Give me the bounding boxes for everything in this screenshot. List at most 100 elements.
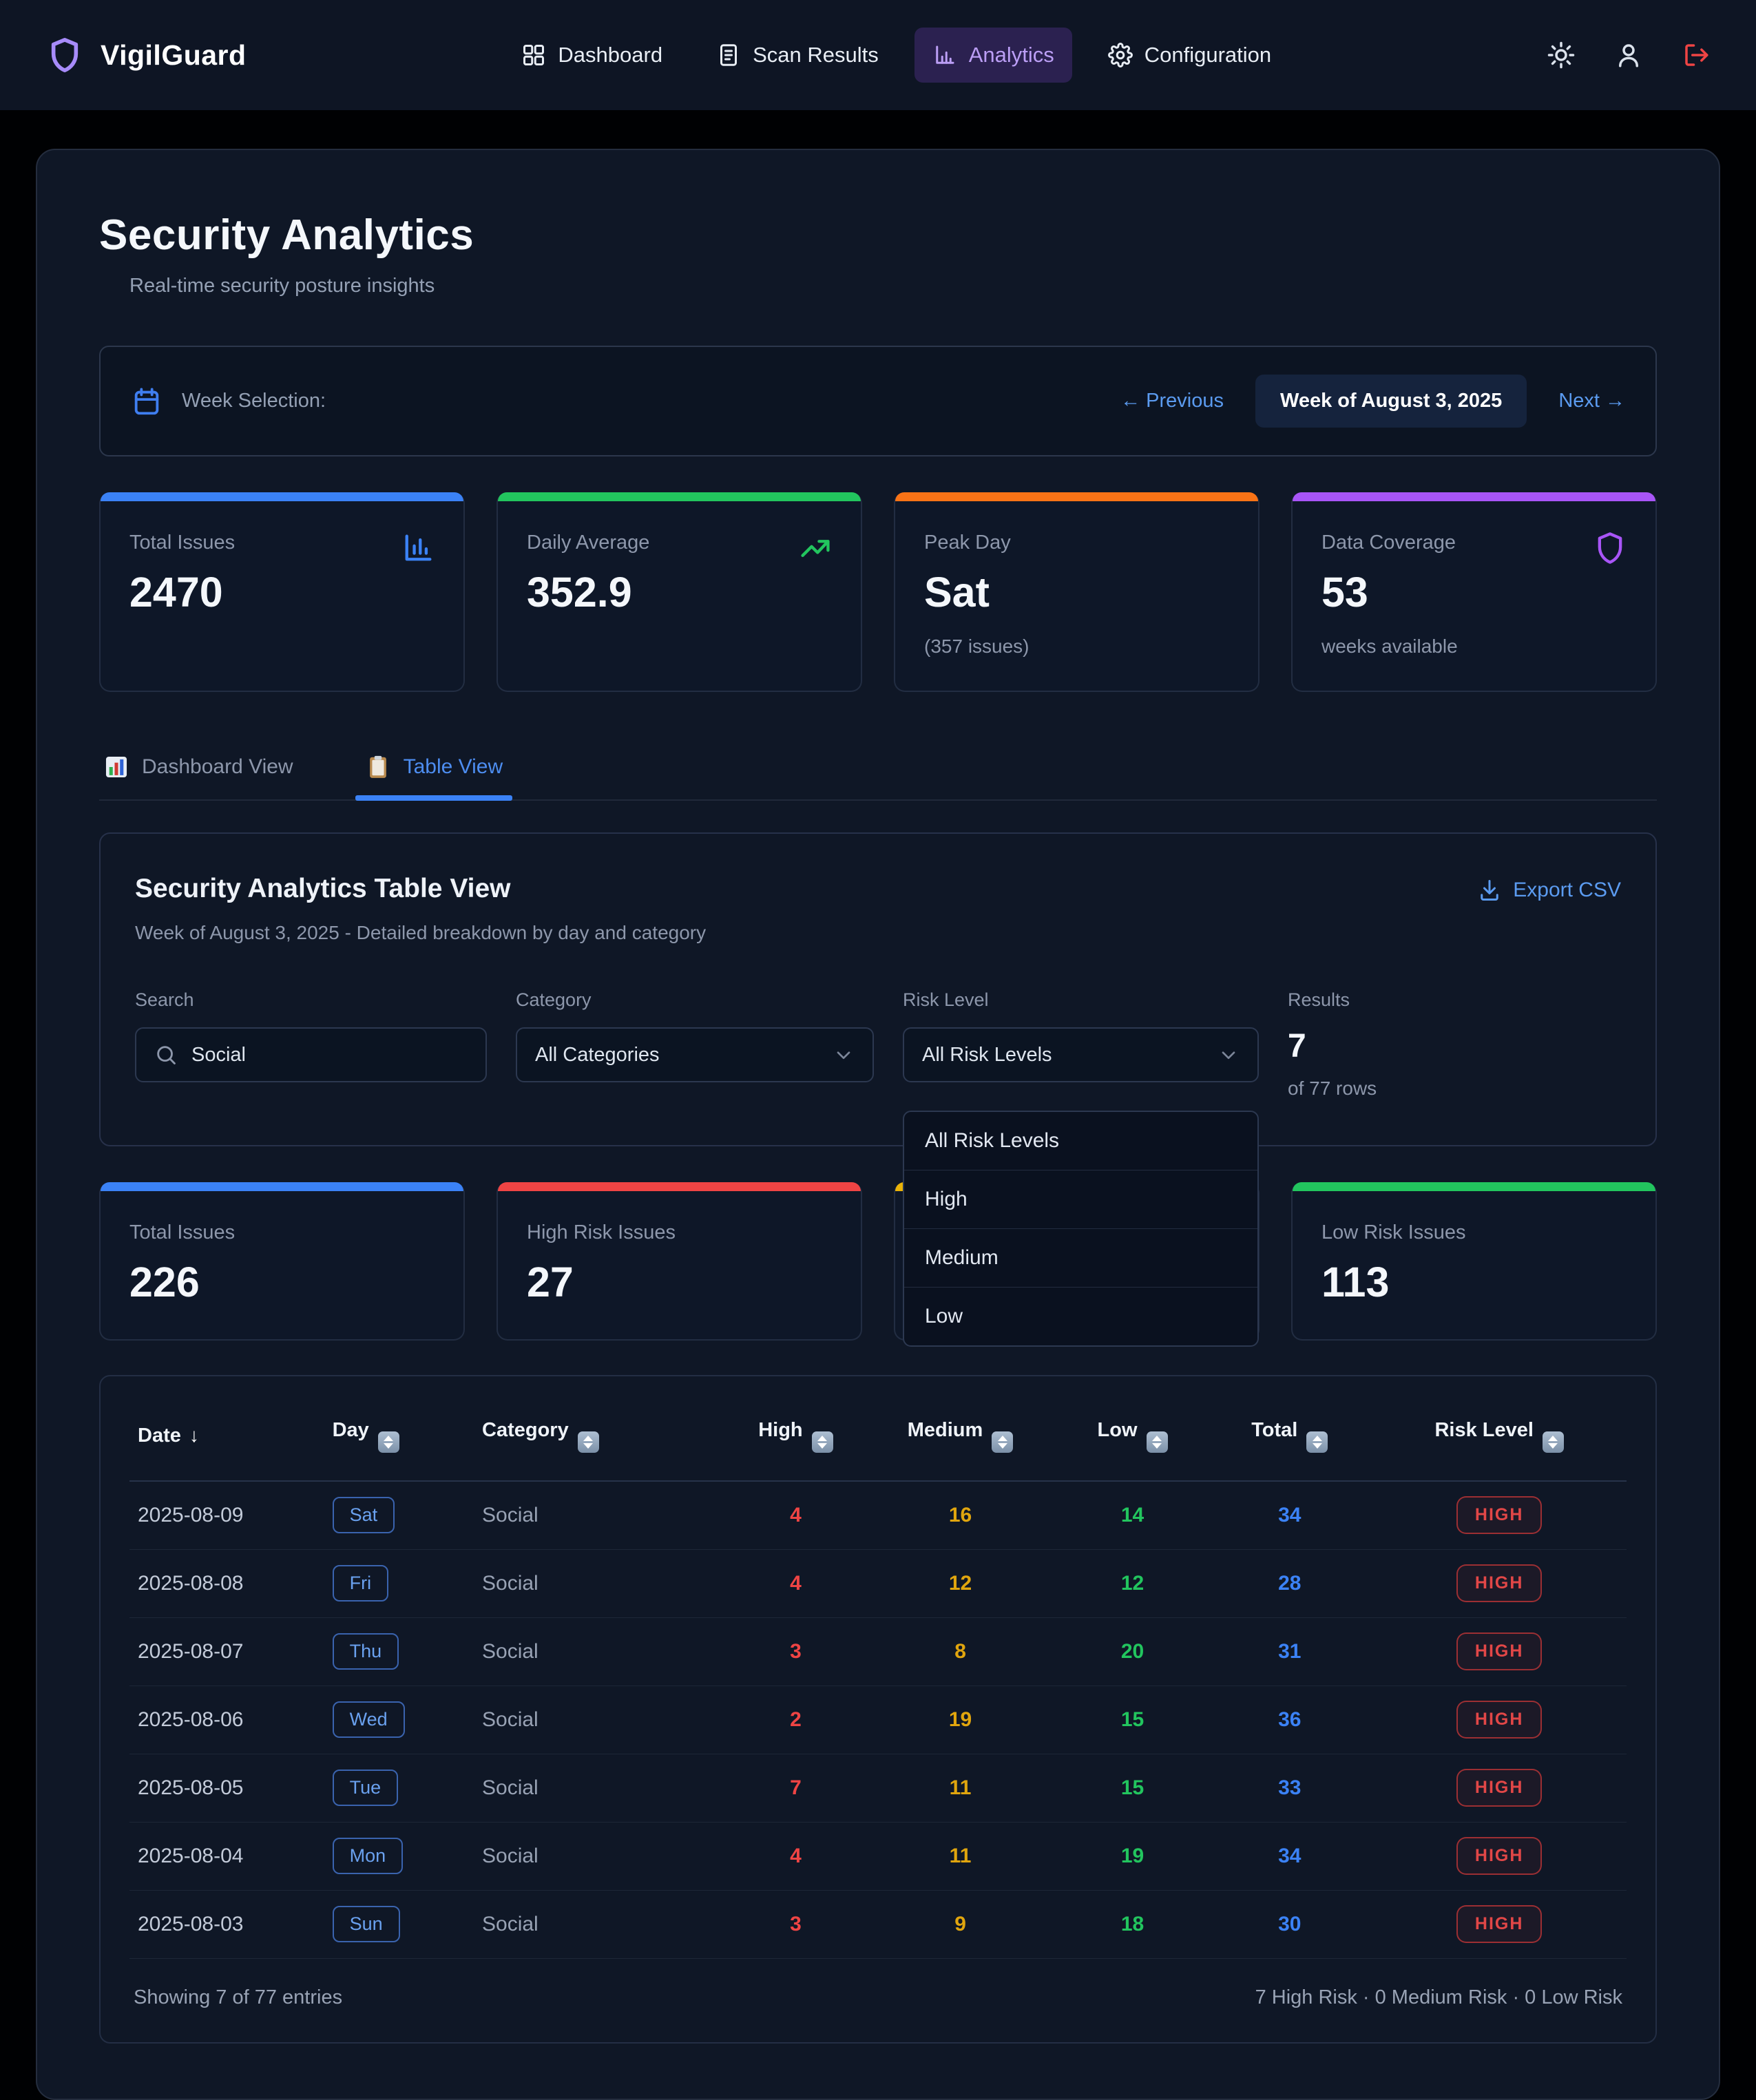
results-summary: Results 7 of 77 rows	[1288, 989, 1621, 1100]
grid-icon	[521, 43, 546, 67]
dropdown-option-low[interactable]: Low	[925, 1305, 963, 1327]
stat-subtext: weeks available	[1321, 636, 1458, 657]
cell-low-count: 20	[1057, 1617, 1208, 1686]
cell-total-count: 28	[1207, 1548, 1372, 1617]
stat-card-accent-bar	[498, 1182, 861, 1191]
panel-title: Security Analytics Table View	[135, 874, 511, 903]
stat-label: Total Issues	[129, 532, 236, 554]
column-header-day[interactable]: Day	[324, 1387, 474, 1482]
stat-value: Sat	[924, 569, 990, 616]
risk-level-dropdown: All Risk Levels High Medium Low	[903, 1111, 1259, 1347]
table-row[interactable]: 2025-08-05 Tue Social 7 11 15 33 HIGH	[129, 1753, 1627, 1822]
nav-item-label: Scan Results	[753, 43, 879, 67]
stat-card-accent-bar	[1293, 1182, 1655, 1191]
column-label: High	[758, 1419, 803, 1441]
day-badge: Fri	[332, 1565, 389, 1602]
stat-subtext: (357 issues)	[924, 636, 1029, 657]
stat-card-data-coverage: Data Coverage 53 weeks available	[1291, 492, 1657, 692]
week-selection-label-group: Week Selection:	[131, 386, 326, 417]
current-week-button[interactable]: Week of August 3, 2025	[1255, 375, 1527, 428]
table-row[interactable]: 2025-08-09 Sat Social 4 16 14 34 HIGH	[129, 1481, 1627, 1549]
stat-value: 352.9	[527, 569, 632, 616]
cell-total-count: 31	[1207, 1617, 1372, 1686]
brand-name: VigilGuard	[101, 39, 247, 71]
sort-toggle-icon	[1306, 1431, 1328, 1453]
category-label: Category	[516, 989, 592, 1010]
dropdown-option-all-risk-levels[interactable]: All Risk Levels	[904, 1112, 1257, 1170]
tab-table-view[interactable]: Table View	[355, 754, 512, 801]
stat-card-low-risk-issues: Low Risk Issues 113	[1291, 1182, 1657, 1341]
table-footer: Showing 7 of 77 entries 7 High Risk · 0 …	[129, 1958, 1627, 2022]
panel-subtitle: Week of August 3, 2025 - Detailed breakd…	[135, 922, 707, 943]
nav-item-analytics[interactable]: Analytics	[914, 28, 1072, 83]
chevron-down-icon	[1217, 1044, 1240, 1066]
risk-level-badge: HIGH	[1456, 1496, 1543, 1535]
security-analytics-page: Security Analytics Real-time security po…	[36, 149, 1720, 2100]
sort-toggle-icon	[1542, 1431, 1564, 1453]
column-header-high[interactable]: High	[728, 1387, 864, 1482]
week-navigation: ← Previous Week of August 3, 2025 Next →	[1120, 375, 1625, 428]
risk-level-badge: HIGH	[1456, 1564, 1543, 1602]
stat-card-total-issues: Total Issues 226	[99, 1182, 465, 1341]
search-input[interactable]	[190, 1042, 468, 1067]
risk-level-select[interactable]: All Risk Levels	[903, 1027, 1259, 1082]
page-subtitle: Real-time security posture insights	[129, 275, 435, 297]
table-row[interactable]: 2025-08-03 Sun Social 3 9 18 30 HIGH	[129, 1889, 1627, 1958]
shield-icon	[1592, 530, 1628, 566]
cell-high-count: 3	[728, 1889, 864, 1958]
column-header-date[interactable]: Date ↓	[129, 1387, 324, 1482]
cell-date: 2025-08-03	[129, 1889, 324, 1958]
tab-label: Dashboard View	[142, 755, 293, 778]
nav-item-dashboard[interactable]: Dashboard	[503, 28, 680, 83]
cell-medium-count: 8	[863, 1617, 1058, 1686]
dropdown-option-medium[interactable]: Medium	[904, 1229, 1257, 1288]
cell-high-count: 4	[728, 1548, 864, 1617]
export-csv-button[interactable]: Export CSV	[1477, 874, 1621, 903]
column-header-category[interactable]: Category	[474, 1387, 729, 1482]
download-icon	[1477, 878, 1502, 903]
data-table-panel: Date ↓ Day Category High Medium Low Total Risk L…	[99, 1375, 1657, 2044]
nav-item-configuration[interactable]: Configuration	[1090, 28, 1289, 83]
stat-label: High Risk Issues	[527, 1221, 676, 1243]
previous-week-button[interactable]: ← Previous	[1120, 390, 1224, 412]
column-header-total[interactable]: Total	[1207, 1387, 1372, 1482]
column-header-medium[interactable]: Medium	[863, 1387, 1058, 1482]
cell-date: 2025-08-06	[129, 1685, 324, 1754]
cell-medium-count: 11	[863, 1821, 1058, 1890]
stat-value: 226	[129, 1259, 200, 1305]
column-header-risk-level[interactable]: Risk Level	[1372, 1387, 1627, 1482]
risk-summary: 7 High Risk · 0 Medium Risk · 0 Low Risk	[1255, 1986, 1622, 2008]
view-tabs: Dashboard View Table View	[99, 754, 1657, 801]
page-title: Security Analytics	[99, 211, 474, 259]
category-select[interactable]: All Categories	[516, 1027, 874, 1082]
day-badge: Wed	[332, 1701, 405, 1738]
cell-category: Social	[474, 1617, 729, 1686]
nav-item-scan-results[interactable]: Scan Results	[698, 28, 897, 83]
category-select-value: All Categories	[535, 1043, 660, 1066]
cell-risk-level: HIGH	[1372, 1821, 1627, 1890]
stat-label: Total Issues	[129, 1221, 236, 1243]
results-total: of 77 rows	[1288, 1078, 1377, 1099]
table-row[interactable]: 2025-08-06 Wed Social 2 19 15 36 HIGH	[129, 1685, 1627, 1754]
table-row[interactable]: 2025-08-07 Thu Social 3 8 20 31 HIGH	[129, 1617, 1627, 1686]
user-profile-icon[interactable]	[1614, 41, 1643, 70]
table-row[interactable]: 2025-08-04 Mon Social 4 11 19 34 HIGH	[129, 1821, 1627, 1890]
stat-card-daily-average: Daily Average 352.9	[497, 492, 862, 692]
table-row[interactable]: 2025-08-08 Fri Social 4 12 12 28 HIGH	[129, 1548, 1627, 1617]
cell-risk-level: HIGH	[1372, 1617, 1627, 1686]
tab-dashboard-view[interactable]: Dashboard View	[103, 754, 293, 799]
risk-level-badge: HIGH	[1456, 1701, 1543, 1739]
chart-icon	[400, 530, 436, 566]
next-week-button[interactable]: Next →	[1558, 390, 1625, 412]
dropdown-option-high[interactable]: High	[904, 1170, 1257, 1229]
column-label: Day	[332, 1419, 369, 1441]
column-header-low[interactable]: Low	[1057, 1387, 1208, 1482]
cell-date: 2025-08-04	[129, 1821, 324, 1890]
theme-toggle-sun-icon[interactable]	[1547, 41, 1576, 70]
logout-icon[interactable]	[1682, 41, 1711, 70]
cell-day: Sat	[324, 1481, 474, 1549]
cell-category: Social	[474, 1889, 729, 1958]
brand: VigilGuard	[45, 36, 247, 74]
search-icon	[154, 1043, 178, 1067]
column-label: Date	[138, 1425, 181, 1447]
